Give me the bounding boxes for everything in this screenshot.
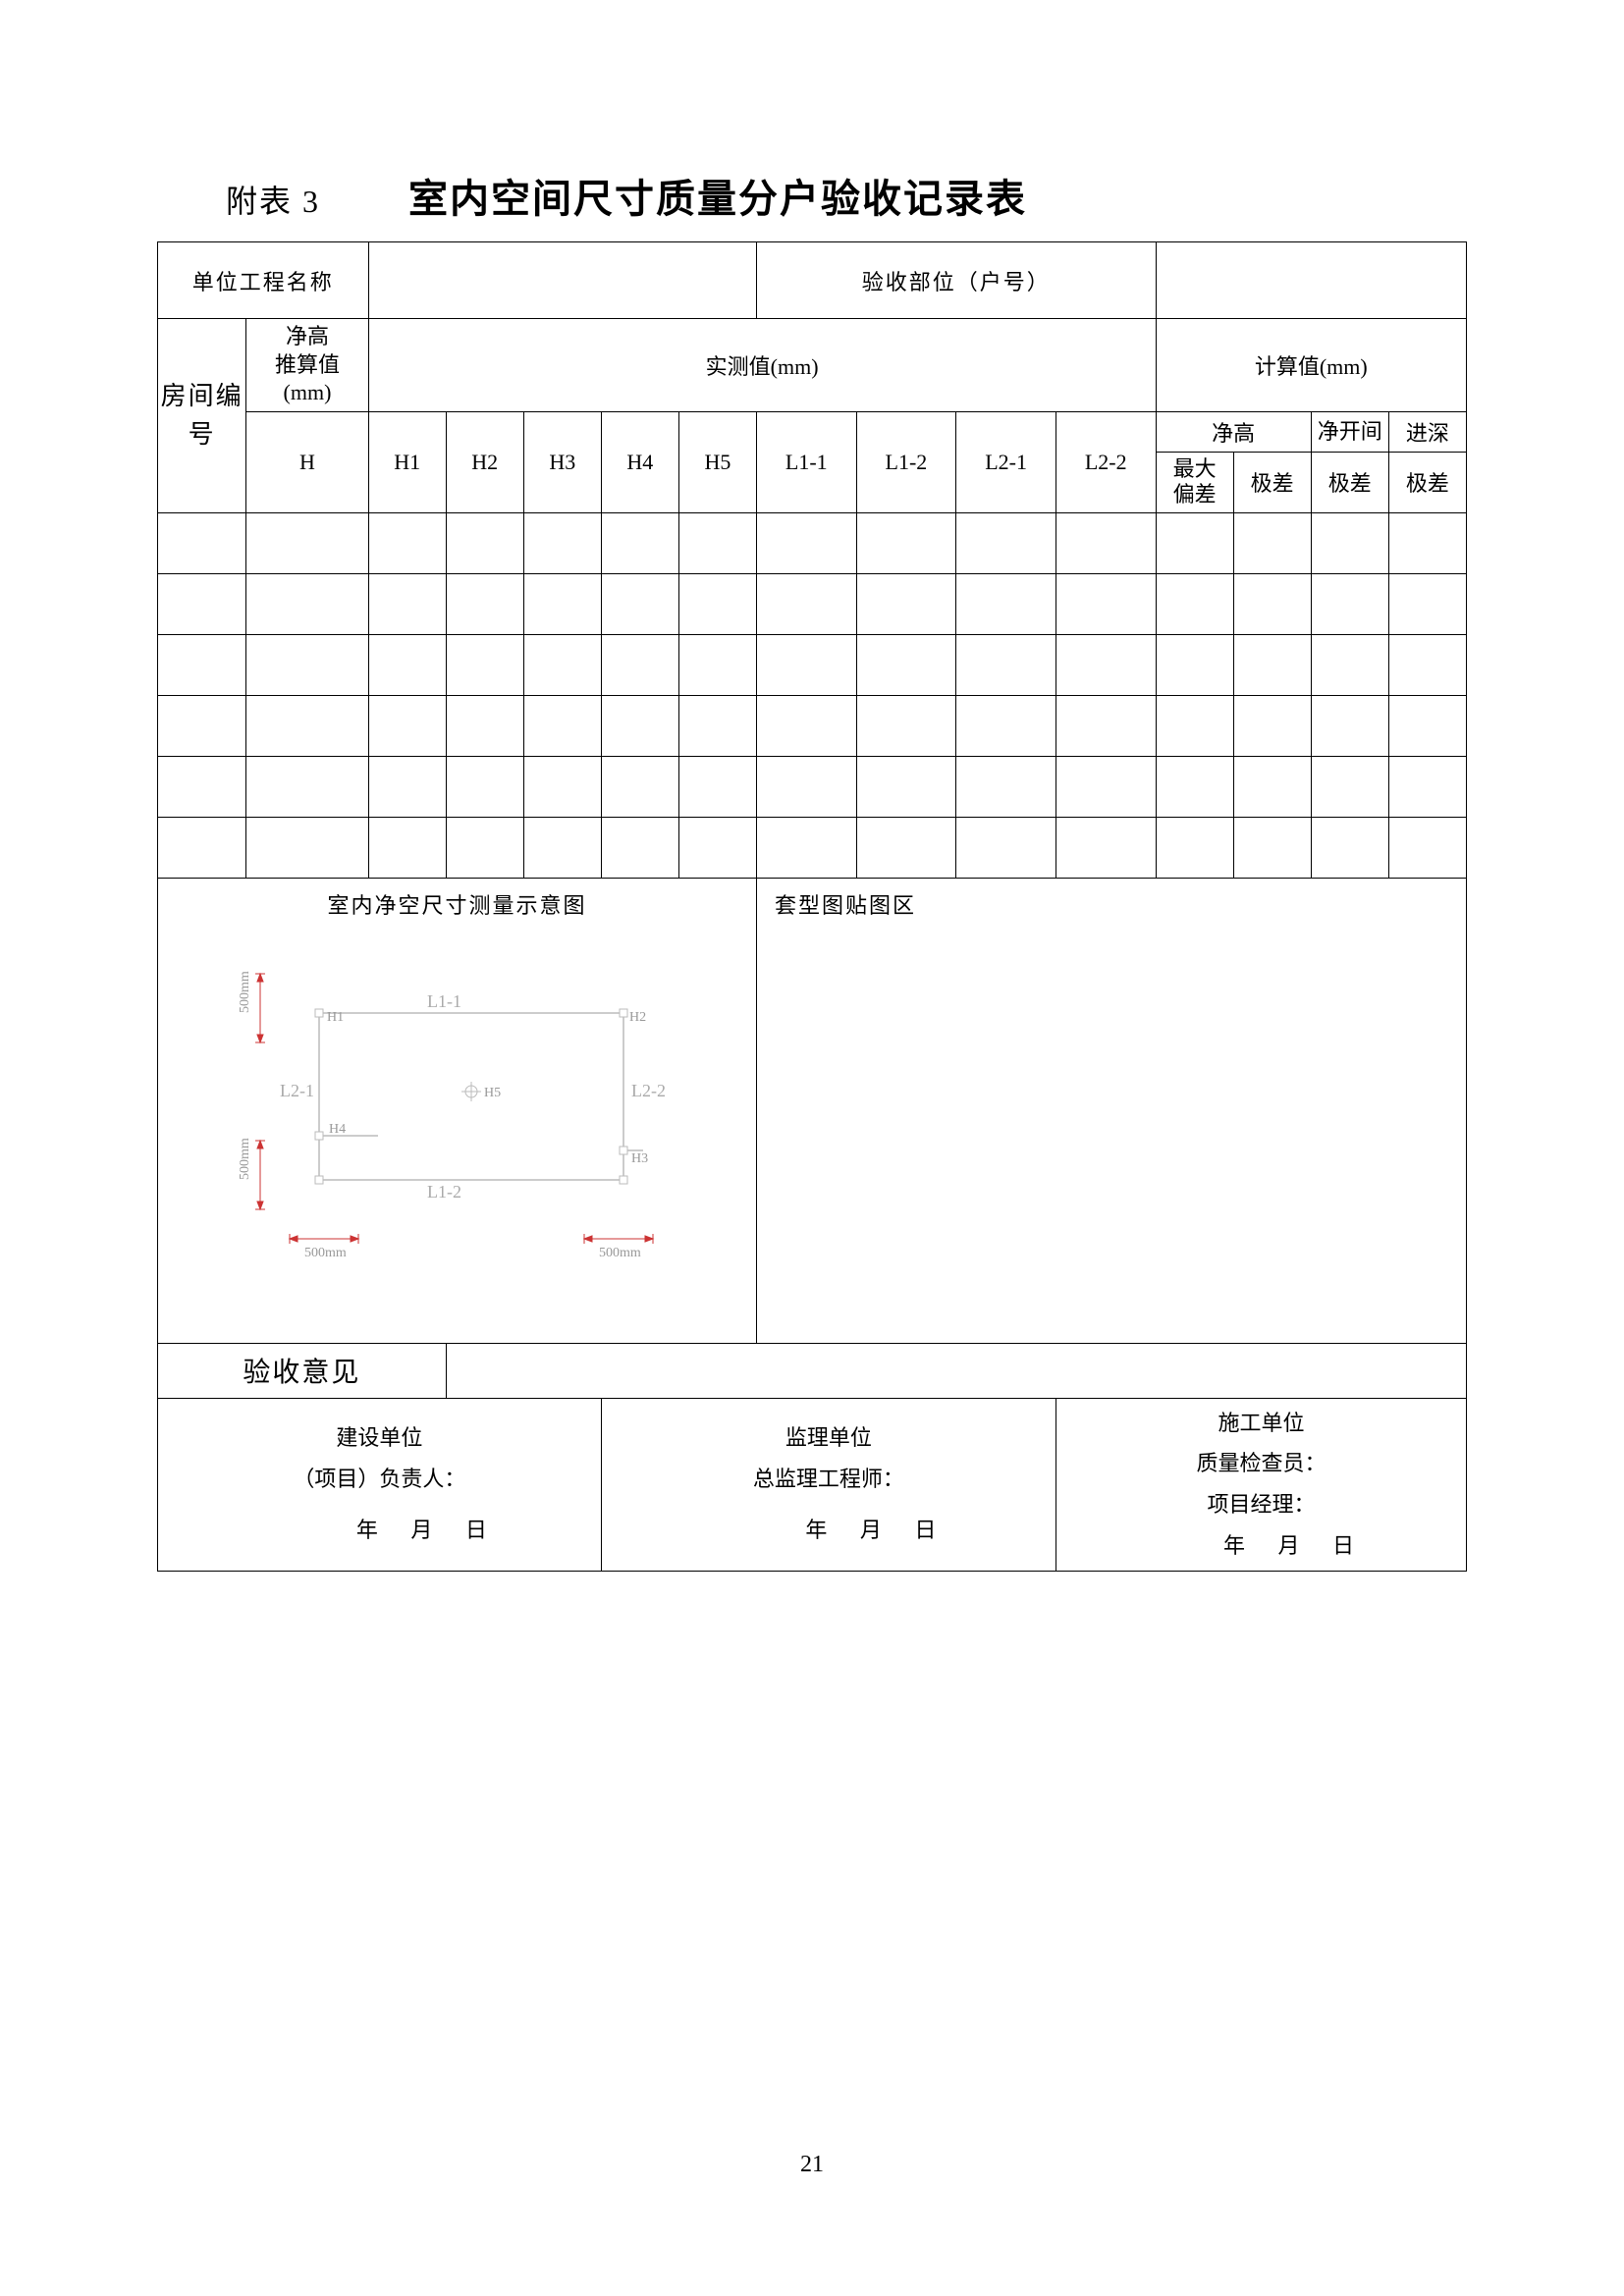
lbl-l12: L1-2 <box>427 1182 461 1201</box>
opinion-row: 验收意见 <box>158 1343 1467 1398</box>
l11-header: L1-1 <box>756 411 856 512</box>
sign-supervise-cell: 监理单位 总监理工程师： 年 月 日 <box>601 1398 1056 1571</box>
calc-header: 计算值(mm) <box>1156 319 1466 412</box>
net-height-header: 净高 <box>1156 411 1311 452</box>
net-height-est-header: 净高 推算值 (mm) <box>246 319 368 412</box>
depth-header: 进深 <box>1388 411 1466 452</box>
sign-construct-cell: 施工单位 质量检查员： 项目经理： 年 月 日 <box>1056 1398 1466 1571</box>
construct-unit-label: 施工单位 <box>1058 1403 1464 1444</box>
page: 附表 3 室内空间尺寸质量分户验收记录表 单位工程名称 验收部位（户号） <box>0 0 1624 2296</box>
range2-header: 极差 <box>1311 452 1388 512</box>
range1-header: 极差 <box>1233 452 1311 512</box>
diagram-title-row: 室内净空尺寸测量示意图 套型图贴图区 <box>158 878 1467 931</box>
attachment-label: 附表 3 <box>226 177 320 222</box>
diagram-body-row: 500mm 500mm <box>158 931 1467 1343</box>
table-row <box>158 573 1467 634</box>
room-no-header: 房间编号 <box>158 319 246 513</box>
dim-v500-bot: 500mm <box>238 1138 252 1180</box>
dim-h500-l: 500mm <box>304 1246 347 1260</box>
net-open-header: 净开间 <box>1311 411 1388 452</box>
h2-header: H2 <box>446 411 523 512</box>
sign-build-cell: 建设单位 （项目）负责人： 年 月 日 <box>158 1398 602 1571</box>
lbl-l22: L2-2 <box>631 1081 666 1100</box>
dim-h500-r: 500mm <box>599 1246 641 1260</box>
l12-header: L1-2 <box>856 411 956 512</box>
supervise-date: 年 月 日 <box>604 1510 1054 1551</box>
build-unit-label: 建设单位 <box>160 1417 599 1459</box>
range3-header: 极差 <box>1388 452 1466 512</box>
lbl-h2: H2 <box>629 1010 646 1025</box>
table-row <box>158 817 1467 878</box>
lbl-l11: L1-1 <box>427 991 461 1011</box>
page-title: 室内空间尺寸质量分户验收记录表 <box>408 167 1027 224</box>
build-date: 年 月 日 <box>160 1510 599 1551</box>
acceptance-part-value <box>1156 242 1466 319</box>
construct-date: 年 月 日 <box>1058 1525 1464 1567</box>
record-table: 单位工程名称 验收部位（户号） 房间编号 净高 推算值 (mm) 实测值(mm)… <box>157 241 1467 1572</box>
table-row: 房间编号 净高 推算值 (mm) 实测值(mm) 计算值(mm) <box>158 319 1467 412</box>
page-number: 21 <box>0 2152 1624 2178</box>
l22-header: L2-2 <box>1056 411 1156 512</box>
diagram-right-title: 套型图贴图区 <box>756 878 1466 931</box>
signature-row: 建设单位 （项目）负责人： 年 月 日 监理单位 总监理工程师： 年 月 日 施… <box>158 1398 1467 1571</box>
h4-header: H4 <box>601 411 678 512</box>
diagram-left-cell: 500mm 500mm <box>158 931 757 1343</box>
supervise-unit-label: 监理单位 <box>604 1417 1054 1459</box>
quality-inspector-label: 质量检查员： <box>1058 1443 1464 1484</box>
lbl-h5: H5 <box>484 1086 501 1100</box>
chief-supervisor-label: 总监理工程师： <box>604 1459 1054 1500</box>
lbl-l21: L2-1 <box>280 1081 314 1100</box>
table-row <box>158 756 1467 817</box>
unit-project-label: 单位工程名称 <box>158 242 369 319</box>
dim-v500-top: 500mm <box>238 971 252 1013</box>
max-dev-header: 最大 偏差 <box>1156 452 1233 512</box>
table-row: H H1 H2 H3 H4 H5 L1-1 L1-2 L2-1 L2-2 净高 … <box>158 411 1467 452</box>
lbl-h1: H1 <box>327 1010 344 1025</box>
diagram-right-cell <box>756 931 1466 1343</box>
l21-header: L2-1 <box>956 411 1056 512</box>
lbl-h4: H4 <box>329 1122 346 1137</box>
opinion-value <box>446 1343 1466 1398</box>
table-row <box>158 695 1467 756</box>
unit-project-value <box>368 242 756 319</box>
project-leader-label: （项目）负责人： <box>160 1459 599 1500</box>
acceptance-part-label: 验收部位（户号） <box>756 242 1156 319</box>
table-row: 单位工程名称 验收部位（户号） <box>158 242 1467 319</box>
project-manager-label: 项目经理： <box>1058 1484 1464 1525</box>
h3-header: H3 <box>523 411 601 512</box>
h1-header: H1 <box>368 411 446 512</box>
h-header: H <box>246 411 368 512</box>
lbl-h3: H3 <box>631 1151 648 1166</box>
diagram-left-title: 室内净空尺寸测量示意图 <box>158 878 757 931</box>
table-row <box>158 634 1467 695</box>
measured-header: 实测值(mm) <box>368 319 1156 412</box>
measurement-diagram: 500mm 500mm <box>160 944 754 1349</box>
heading-row: 附表 3 室内空间尺寸质量分户验收记录表 <box>157 167 1467 224</box>
table-row <box>158 512 1467 573</box>
h5-header: H5 <box>678 411 756 512</box>
opinion-label: 验收意见 <box>158 1343 447 1398</box>
